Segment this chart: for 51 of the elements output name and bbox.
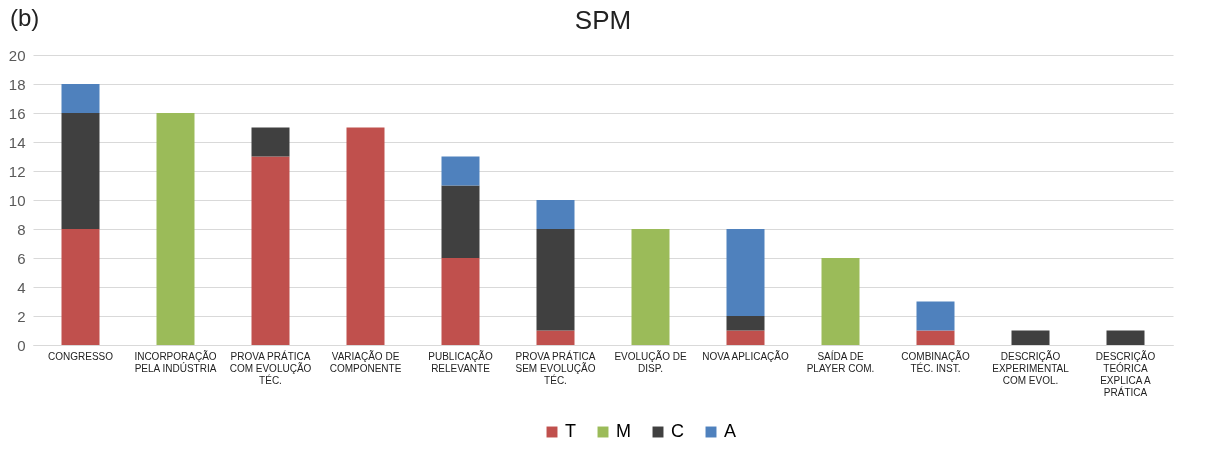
x-tick-label: COMBINAÇÃO TÉC. INST. xyxy=(901,349,970,374)
y-tick-label: 12 xyxy=(8,162,26,180)
bar xyxy=(821,258,860,345)
bar xyxy=(726,316,765,331)
bar xyxy=(916,330,955,345)
y-tick-label: 4 xyxy=(17,278,26,296)
bar xyxy=(726,330,765,345)
bar xyxy=(441,156,480,186)
bar xyxy=(1106,330,1145,345)
x-tick-label: CONGRESSO xyxy=(47,350,114,362)
x-tick-label: INCORPORAÇÃO PELA INDÚSTRIA xyxy=(134,349,217,374)
chart-title: SPM xyxy=(574,5,632,35)
y-tick-label: 20 xyxy=(8,46,26,64)
y-tick-label: 2 xyxy=(17,307,26,325)
bar xyxy=(1011,330,1050,345)
y-tick-label: 6 xyxy=(17,249,26,267)
bar xyxy=(441,258,480,345)
bar xyxy=(61,113,100,229)
bar xyxy=(61,229,100,345)
x-tick-label: PROVA PRÁTICA COM EVOLUÇÃO TÉC. xyxy=(229,349,312,386)
bar xyxy=(536,200,575,229)
y-tick-label: 14 xyxy=(8,133,26,151)
y-tick-label: 0 xyxy=(17,336,26,354)
bar xyxy=(251,127,290,157)
bar xyxy=(346,127,385,345)
bar xyxy=(631,229,670,345)
legend-label: C xyxy=(671,421,684,441)
bar xyxy=(536,229,575,331)
x-tick-label: SAÍDA DE PLAYER COM. xyxy=(806,349,875,374)
y-tick-label: 8 xyxy=(17,220,26,238)
x-tick-label: PUBLICAÇÃO RELEVANTE xyxy=(428,349,493,374)
bar xyxy=(441,185,480,258)
legend-label: M xyxy=(616,421,631,441)
legend-label: T xyxy=(565,421,576,441)
y-tick-label: 16 xyxy=(8,104,26,122)
text: (b) xyxy=(10,4,40,32)
bar xyxy=(61,84,100,113)
bar xyxy=(251,156,290,345)
x-tick-label: NOVA APLICAÇÃO xyxy=(702,349,789,362)
x-tick-label: EVOLUÇÃO DE DISP. xyxy=(614,349,687,374)
x-tick-label: DESCRIÇÃO TEÓRICA EXPLICA A PRÁTICA xyxy=(1095,349,1156,398)
bar xyxy=(156,113,195,345)
legend-label: A xyxy=(724,421,737,441)
y-tick-label: 18 xyxy=(8,75,26,93)
x-tick-label: VARIAÇÃO DE COMPONENTE xyxy=(329,349,402,374)
x-tick-label: PROVA PRÁTICA SEM EVOLUÇÃO TÉC. xyxy=(515,349,596,386)
bar xyxy=(536,330,575,345)
y-tick-label: 10 xyxy=(8,191,26,209)
x-tick-label: DESCRIÇÃO EXPERIMENTAL COM EVOL. xyxy=(992,349,1070,386)
bar xyxy=(726,229,765,316)
bar xyxy=(916,301,955,331)
